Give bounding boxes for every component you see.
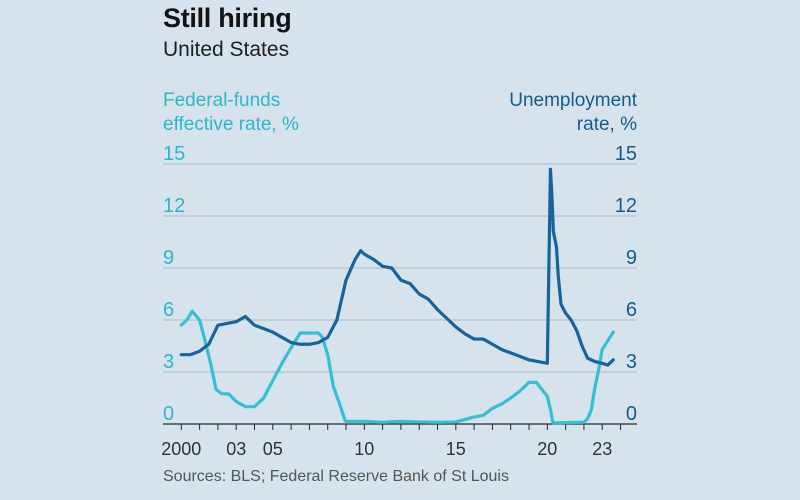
left-axis-label: Federal-funds effective rate, % bbox=[163, 89, 299, 137]
right-tick-label: 9 bbox=[626, 247, 637, 269]
right-axis-label-line2: rate, % bbox=[576, 114, 637, 135]
x-tick-label: 15 bbox=[446, 439, 466, 459]
fed-funds-line bbox=[179, 309, 615, 425]
left-tick-label: 6 bbox=[163, 299, 174, 321]
chart-title: Still hiring bbox=[163, 3, 292, 33]
right-axis-label: Unemployment rate, % bbox=[509, 89, 637, 137]
right-tick-label: 3 bbox=[626, 351, 637, 373]
right-axis-label-line1: Unemployment bbox=[509, 90, 637, 111]
left-tick-label: 0 bbox=[163, 403, 174, 425]
right-tick-label: 6 bbox=[626, 299, 637, 321]
x-tick-label: 23 bbox=[592, 439, 612, 459]
right-tick-label: 0 bbox=[626, 403, 637, 425]
left-tick-label: 15 bbox=[163, 143, 185, 165]
left-tick-label: 9 bbox=[163, 247, 174, 269]
x-tick-label: 05 bbox=[263, 439, 283, 459]
left-axis-label-line2: effective rate, % bbox=[163, 114, 299, 135]
source-note: Sources: BLS; Federal Reserve Bank of St… bbox=[163, 468, 509, 485]
left-tick-label: 3 bbox=[163, 351, 174, 373]
x-tick-label: 10 bbox=[354, 439, 374, 459]
chart-subtitle: United States bbox=[163, 38, 290, 61]
left-tick-label: 12 bbox=[163, 195, 185, 217]
left-axis-label-line1: Federal-funds bbox=[163, 90, 281, 111]
right-tick-label: 15 bbox=[615, 143, 637, 165]
unemployment-line bbox=[179, 167, 615, 367]
x-tick-label: 03 bbox=[226, 439, 246, 459]
x-tick-label: 2000 bbox=[161, 439, 201, 459]
x-tick-label: 20 bbox=[537, 439, 557, 459]
right-tick-label: 12 bbox=[615, 195, 637, 217]
